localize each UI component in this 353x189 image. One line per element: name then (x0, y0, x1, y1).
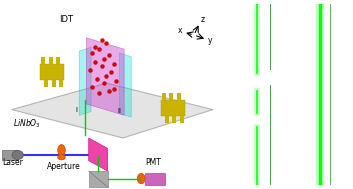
Bar (49, 57, 53, 64)
Bar (2, 150, 18, 160)
Point (106, 89, 112, 92)
Text: Laser: Laser (2, 158, 23, 167)
Point (101, 82, 107, 85)
Text: x: x (178, 26, 182, 35)
Ellipse shape (58, 145, 65, 156)
Point (108, 70, 114, 73)
Point (113, 80, 119, 83)
Text: II: II (303, 9, 309, 19)
Text: II: II (118, 108, 121, 114)
Bar (172, 116, 176, 122)
Text: PMT: PMT (145, 158, 161, 167)
Ellipse shape (137, 174, 145, 184)
Polygon shape (40, 64, 64, 80)
Point (96, 91, 102, 94)
Text: y: y (208, 36, 213, 45)
Bar (164, 116, 169, 122)
Polygon shape (89, 171, 108, 187)
Bar (145, 173, 165, 185)
Point (89, 51, 95, 54)
Point (87, 68, 93, 71)
Polygon shape (79, 47, 91, 115)
Polygon shape (119, 53, 131, 117)
Polygon shape (12, 83, 213, 138)
Text: z: z (201, 15, 205, 24)
Bar (41, 57, 45, 64)
Bar (169, 93, 173, 100)
Point (104, 74, 109, 77)
Point (99, 38, 104, 41)
Polygon shape (161, 100, 185, 116)
Point (106, 53, 112, 56)
Text: LiNbO$_3$: LiNbO$_3$ (13, 118, 41, 130)
Point (92, 61, 97, 64)
Text: Aperture: Aperture (47, 162, 81, 171)
Text: I: I (246, 9, 250, 19)
Bar (44, 80, 48, 87)
Point (101, 57, 107, 60)
Point (99, 65, 104, 68)
Bar (59, 80, 63, 87)
Point (104, 42, 109, 45)
Point (92, 46, 97, 49)
Polygon shape (89, 138, 108, 171)
Circle shape (12, 150, 23, 160)
Text: I: I (75, 107, 77, 112)
Point (89, 85, 95, 88)
Bar (162, 93, 166, 100)
Bar (56, 57, 60, 64)
Text: IDT: IDT (59, 15, 73, 24)
Point (111, 87, 116, 90)
Point (94, 78, 100, 81)
Bar (177, 93, 181, 100)
Point (111, 63, 116, 66)
Ellipse shape (58, 155, 65, 160)
Polygon shape (86, 38, 124, 115)
Bar (180, 116, 184, 122)
Bar (52, 80, 56, 87)
Point (96, 48, 102, 51)
